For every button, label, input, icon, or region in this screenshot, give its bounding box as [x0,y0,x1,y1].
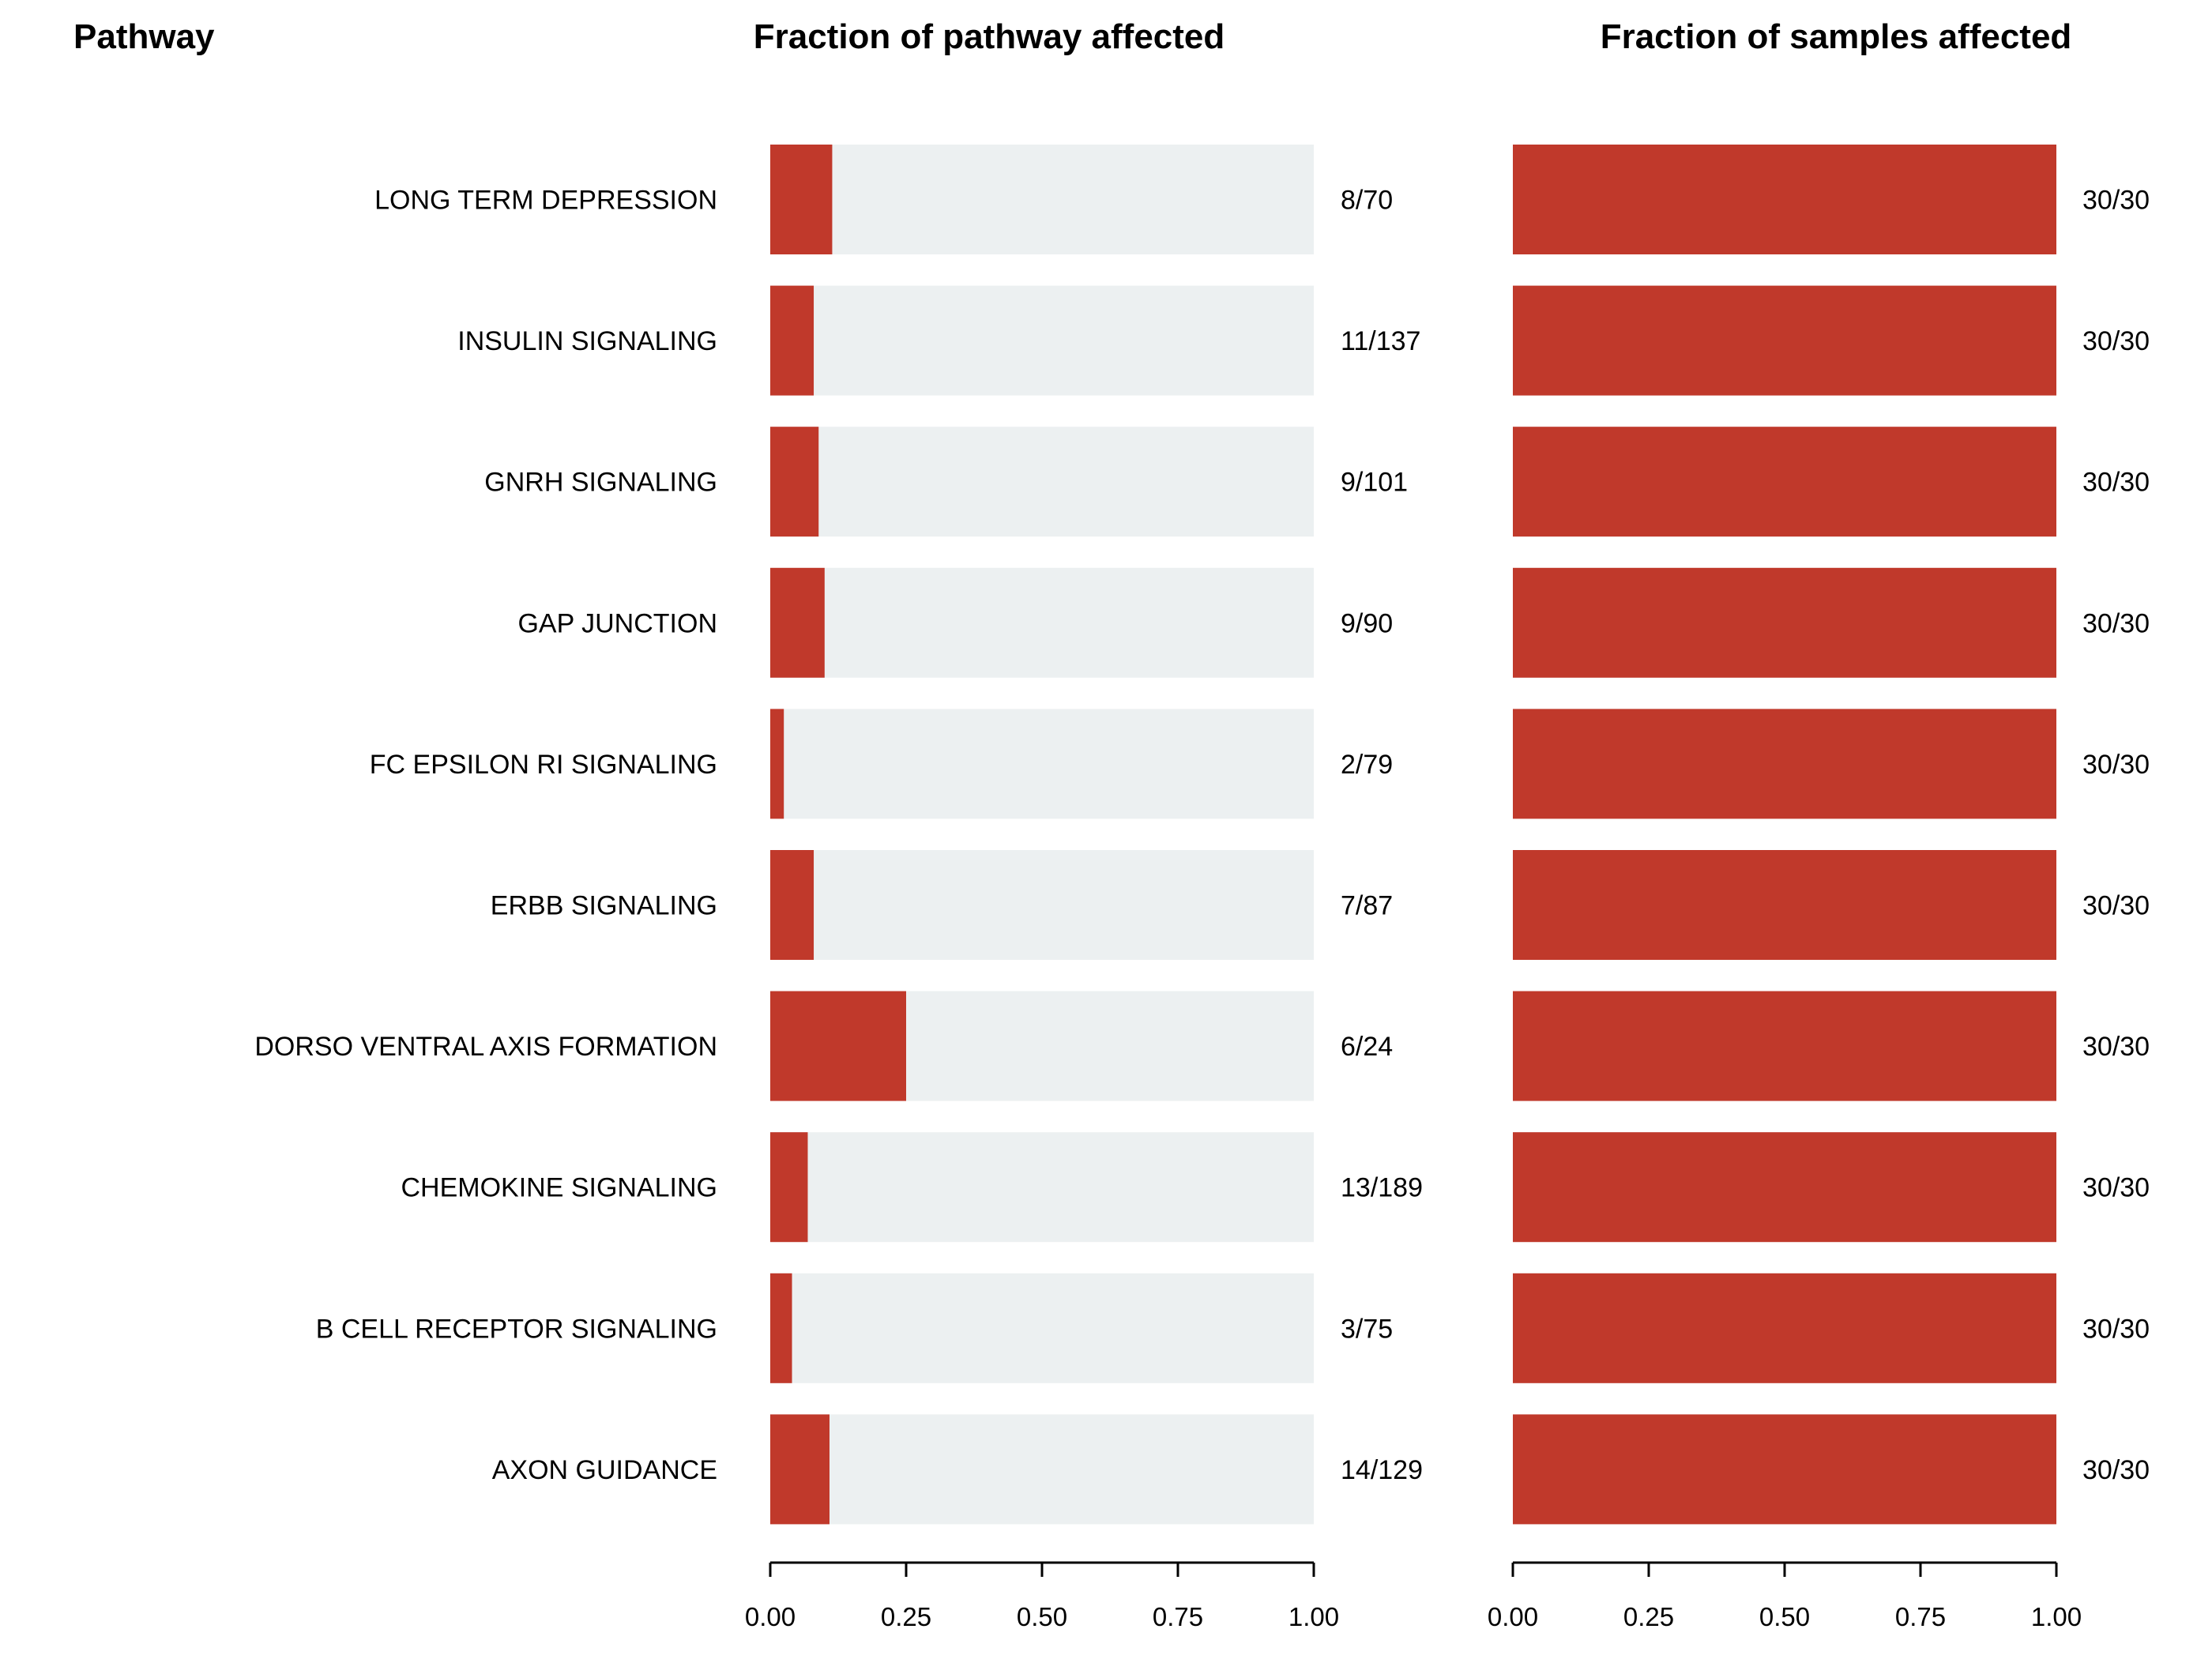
bar-affected [770,285,814,396]
count-label: 30/30 [2082,1173,2150,1203]
x-tick-label: 0.50 [1759,1602,1810,1631]
pathway-label: DORSO VENTRAL AXIS FORMATION [254,1032,717,1062]
count-label: 13/189 [1341,1173,1423,1203]
bar-background [770,1273,1314,1383]
x-tick-label: 0.75 [1895,1602,1946,1631]
count-label: 2/79 [1341,750,1393,780]
count-label: 11/137 [1341,326,1420,356]
bar-background [770,285,1314,396]
count-label: 3/75 [1341,1314,1393,1344]
bar-affected [1513,1273,2056,1383]
pathway-label: B CELL RECEPTOR SIGNALING [316,1314,717,1344]
bar-background [770,427,1314,537]
bar-affected [1513,285,2056,396]
x-tick-label: 0.00 [1488,1602,1538,1631]
x-tick-label: 1.00 [2031,1602,2082,1631]
bar-affected [770,709,784,819]
bar-affected [770,991,906,1101]
bar-affected [770,145,833,254]
pathway-label: GAP JUNCTION [517,608,717,638]
bar-affected [1513,145,2056,254]
panel2-bars: 30/30 30/30 30/30 30/30 30/30 30/30 30/30 30/30… [1513,145,2150,1525]
x-tick-label: 0.25 [881,1602,931,1631]
count-label: 6/24 [1341,1032,1393,1062]
count-label: 30/30 [2082,1455,2150,1485]
panel1-title: Fraction of pathway affected [754,17,1225,56]
bar-affected [1513,567,2056,678]
bar-affected [770,1273,792,1383]
panel1-bars: 8/70 11/137 9/101 9/90 2/79 7/87 6/24 13/189 3/7… [770,145,1423,1525]
bar-background [770,1132,1314,1243]
x-tick-label: 0.75 [1153,1602,1203,1631]
pathway-label: GNRH SIGNALING [484,468,717,498]
panel2-title: Fraction of samples affected [1601,17,2072,56]
count-label: 8/70 [1341,186,1393,216]
bar-affected [1513,1414,2056,1525]
bar-affected [770,1132,808,1243]
bar-affected [1513,709,2056,819]
bar-affected [770,567,825,678]
bar-affected [770,850,814,960]
count-label: 9/101 [1341,468,1408,498]
pathway-label: ERBB SIGNALING [491,891,717,921]
count-label: 30/30 [2082,326,2150,356]
bar-background [770,567,1314,678]
bar-background [770,709,1314,819]
pathway-label: FC EPSILON RI SIGNALING [370,750,717,780]
x-tick-label: 0.25 [1623,1602,1674,1631]
count-label: 30/30 [2082,1032,2150,1062]
pathway-label: AXON GUIDANCE [492,1455,717,1485]
count-label: 30/30 [2082,608,2150,638]
bar-background [770,145,1314,254]
x-tick-label: 1.00 [1288,1602,1339,1631]
bar-affected [1513,991,2056,1101]
count-label: 30/30 [2082,1314,2150,1344]
count-label: 30/30 [2082,891,2150,921]
pathway-label: CHEMOKINE SIGNALING [401,1173,717,1203]
bar-affected [1513,427,2056,537]
x-tick-label: 0.50 [1017,1602,1067,1631]
count-label: 30/30 [2082,750,2150,780]
count-label: 14/129 [1341,1455,1423,1485]
count-label: 9/90 [1341,608,1393,638]
bar-background [770,850,1314,960]
x-axes: 0.00 0.25 0.50 0.75 1.00 0.00 0.25 0.50 0.75 1.00 [745,1561,2082,1631]
pathway-label: INSULIN SIGNALING [457,326,717,356]
pathway-header: Pathway [73,17,215,56]
pathway-label: LONG TERM DEPRESSION [374,186,717,216]
count-label: 7/87 [1341,891,1393,921]
bar-background [770,1414,1314,1525]
count-label: 30/30 [2082,186,2150,216]
bar-affected [1513,850,2056,960]
bar-affected [770,427,819,537]
bar-affected [1513,1132,2056,1243]
count-label: 30/30 [2082,468,2150,498]
bar-affected [770,1414,830,1525]
pathway-labels: LONG TERM DEPRESSION INSULIN SIGNALING GNR… [254,186,717,1485]
x-tick-label: 0.00 [745,1602,796,1631]
